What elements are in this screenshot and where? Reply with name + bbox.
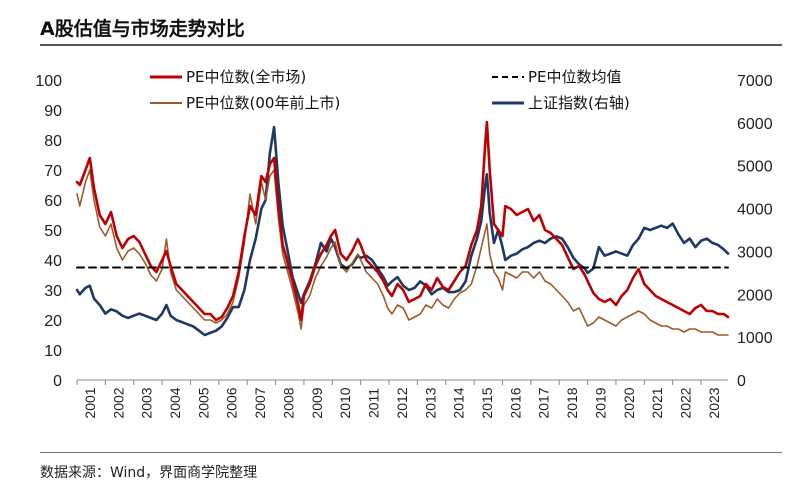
- x-tick-label: 2011: [366, 388, 382, 418]
- y-left-tick-label: 100: [35, 73, 62, 90]
- series-line-pe-all: [75, 120, 730, 322]
- y-left-tick-label: 80: [44, 133, 62, 150]
- y-right-tick-label: 0: [737, 373, 746, 390]
- x-tick-label: 2015: [479, 387, 495, 418]
- x-tick-label: 2014: [451, 387, 467, 418]
- y-right-tick-label: 6000: [737, 116, 773, 133]
- x-tick-label: 2009: [309, 387, 325, 418]
- axes-layer: 0102030405060708090100010002000300040005…: [35, 73, 772, 419]
- y-left-tick-label: 30: [44, 283, 62, 300]
- x-tick-label: 2013: [422, 387, 438, 418]
- y-left-tick-label: 70: [44, 163, 62, 180]
- x-tick-label: 2018: [564, 387, 580, 418]
- series-layer: [75, 120, 730, 337]
- legend-label: PE中位数(全市场): [186, 68, 306, 86]
- x-tick-label: 2012: [394, 387, 410, 418]
- x-tick-label: 2005: [195, 387, 211, 418]
- x-tick-label: 2010: [337, 387, 353, 418]
- x-tick-label: 2021: [649, 387, 665, 418]
- x-tick-label: 2023: [706, 387, 722, 418]
- y-left-tick-label: 10: [44, 343, 62, 360]
- y-right-tick-label: 2000: [737, 287, 773, 304]
- x-tick-label: 2019: [592, 387, 608, 418]
- y-left-tick-label: 0: [53, 373, 62, 390]
- y-left-tick-label: 60: [44, 193, 62, 210]
- x-tick-label: 2020: [621, 387, 637, 418]
- x-tick-label: 2017: [536, 387, 552, 418]
- y-left-tick-label: 90: [44, 103, 62, 120]
- x-tick-label: 2002: [110, 387, 126, 418]
- y-right-tick-label: 4000: [737, 202, 773, 219]
- series-line-pe-pre2000: [76, 169, 729, 336]
- x-tick-label: 2016: [507, 387, 523, 418]
- y-left-tick-label: 50: [44, 223, 62, 240]
- x-tick-label: 2004: [167, 387, 183, 418]
- legend-label: PE中位数(00年前上市): [186, 94, 340, 112]
- y-left-tick-label: 40: [44, 253, 62, 270]
- y-right-tick-label: 3000: [737, 244, 773, 261]
- title-rule: [40, 44, 782, 46]
- x-tick-label: 2022: [678, 387, 694, 418]
- y-right-tick-label: 1000: [737, 330, 773, 347]
- series-line-sh-index: [75, 125, 730, 337]
- y-right-tick-label: 7000: [737, 73, 773, 90]
- source-note: 数据来源：Wind，界面商学院整理: [40, 465, 258, 481]
- legend-label: 上证指数(右轴): [528, 94, 630, 112]
- chart-title: A股估值与市场走势对比: [40, 18, 245, 40]
- legend-label: PE中位数均值: [528, 68, 622, 86]
- x-tick-label: 2006: [224, 387, 240, 418]
- source-rule: [40, 452, 782, 453]
- x-tick-label: 2008: [280, 387, 296, 418]
- x-tick-label: 2003: [139, 387, 155, 418]
- x-tick-label: 2007: [252, 387, 268, 418]
- x-tick-label: 2001: [82, 387, 98, 418]
- y-left-tick-label: 20: [44, 313, 62, 330]
- y-right-tick-label: 5000: [737, 159, 773, 176]
